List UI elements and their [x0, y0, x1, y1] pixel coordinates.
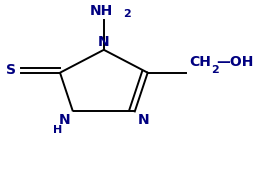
Text: 2: 2: [211, 65, 219, 75]
Text: CH: CH: [189, 55, 211, 69]
Text: N: N: [137, 113, 149, 127]
Text: S: S: [6, 63, 16, 77]
Text: —OH: —OH: [216, 55, 253, 69]
Text: NH: NH: [90, 4, 113, 18]
Text: N: N: [98, 35, 110, 49]
Text: 2: 2: [123, 9, 131, 19]
Text: H: H: [53, 125, 63, 135]
Text: N: N: [59, 113, 70, 127]
